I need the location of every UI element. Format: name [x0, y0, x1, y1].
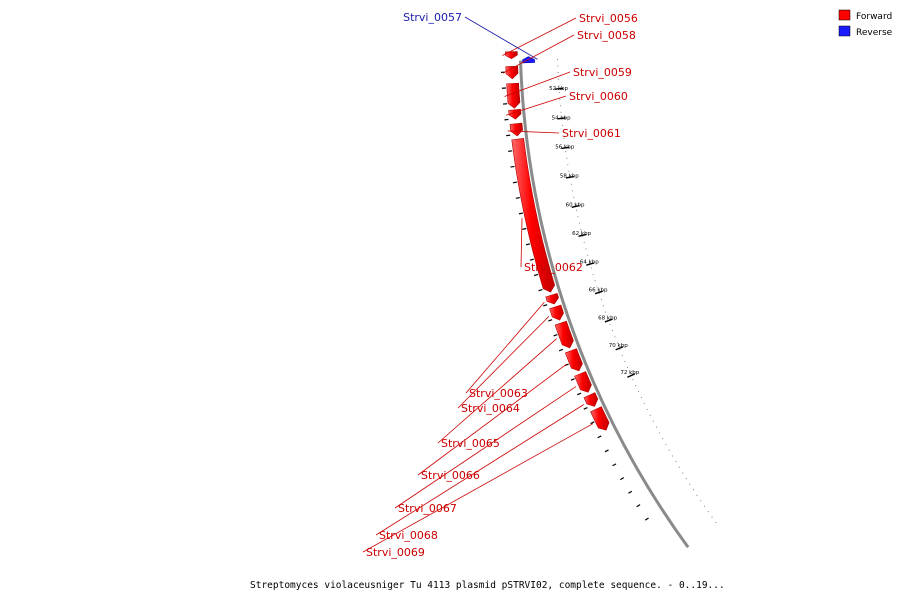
ruler-outer-tick [620, 477, 625, 481]
gene-leader-line [417, 363, 567, 476]
ruler-tick-label: 54 kbp [552, 116, 571, 122]
ruler-outer-tick [604, 449, 609, 453]
ruler-outer-tick [583, 406, 588, 410]
ruler-outer-tick [636, 504, 641, 508]
gene-leader-line [464, 16, 538, 60]
gene-arrow-strvi_0061[interactable] [509, 122, 523, 137]
ruler-outer-tick [570, 378, 575, 381]
ruler-tick-label: 58 kbp [560, 174, 579, 180]
gene-arrow-strvi_0063[interactable] [545, 292, 559, 305]
gene-label-strvi_0061[interactable]: Strvi_0061 [562, 127, 621, 140]
gene-label-strvi_0069[interactable]: Strvi_0069 [366, 546, 425, 559]
gene-leader-line [507, 130, 560, 134]
gene-label-strvi_0060[interactable]: Strvi_0060 [569, 90, 628, 103]
ruler-tick-label: 52 kbp [549, 86, 568, 92]
legend-forward-label: Forward [856, 12, 892, 22]
ruler-tick [565, 175, 575, 179]
ruler-tick [586, 262, 595, 266]
ruler-tick-label: 64 kbp [580, 260, 599, 266]
gene-arrow-strvi_0068[interactable] [583, 392, 599, 407]
gene-leader-line [375, 404, 585, 536]
ruler-outer-tick [508, 150, 513, 152]
ruler-outer-tick [518, 212, 524, 215]
gene-arrow-strvi_0062[interactable] [511, 138, 556, 293]
ruler-tick-label: 60 kbp [566, 203, 585, 209]
gene-leader-line [505, 95, 567, 116]
ruler-outer-tick [525, 243, 531, 246]
ruler-tick [627, 373, 636, 378]
ruler-outer-tick [576, 392, 582, 396]
ruler-tick-label: 56 kbp [555, 145, 574, 151]
gene-leader-line [457, 316, 550, 409]
legend-reverse-label: Reverse [856, 28, 893, 38]
legend-forward-swatch [838, 9, 851, 21]
ruler-tick [561, 146, 570, 150]
ruler-tick [557, 117, 566, 120]
ruler-outer-tick [538, 288, 543, 292]
gene-label-strvi_0067[interactable]: Strvi_0067 [398, 502, 457, 515]
map-caption: Streptomyces violaceusniger Tu 4113 plas… [250, 580, 725, 591]
gene-leader-line [502, 34, 575, 74]
gene-leader-line [394, 386, 577, 509]
ruler-outer-tick [510, 165, 515, 168]
gene-arrow-strvi_0067[interactable] [574, 371, 592, 393]
ruler-outer-tick [644, 517, 649, 521]
ruler-outer-tick [612, 463, 617, 467]
ruler-outer-tick [548, 319, 553, 322]
ruler-outer-tick [522, 227, 527, 230]
gene-leader-line [465, 302, 545, 394]
gene-arrow-strvi_0059[interactable] [506, 82, 521, 109]
gene-label-strvi_0058[interactable]: Strvi_0058 [577, 29, 636, 42]
gene-arrow-strvi_0058[interactable] [505, 65, 519, 80]
ruler: 52 kbp 54 kbp 56 kbp 58 kbp 60 kbp 62 kbp 64 k… [500, 58, 717, 524]
gene-leader-line [504, 71, 571, 97]
ruler-outer-tick [533, 273, 539, 277]
gene-labels: Strvi_0056 Strvi_0057 Strvi_0058 Strvi_0059… [362, 11, 638, 559]
gene-arrow-strvi_0056[interactable] [504, 51, 518, 60]
gene-leader-line [520, 218, 523, 268]
legend-reverse-swatch [838, 25, 851, 37]
ruler-tick [604, 318, 613, 323]
features [504, 51, 610, 431]
gene-arrow-strvi_0065[interactable] [554, 320, 574, 349]
ruler-outer-tick [553, 333, 558, 337]
gene-arrow-strvi_0064[interactable] [549, 304, 564, 321]
gene-label-strvi_0064[interactable]: Strvi_0064 [461, 402, 520, 415]
ruler-outer-tick [597, 435, 602, 439]
ruler-tick [594, 290, 603, 295]
gene-leader-line [502, 17, 577, 56]
gene-leader-line [362, 423, 594, 553]
ruler-outer-tick [558, 348, 564, 352]
ruler-outer-tick [529, 258, 534, 261]
ruler-outer-tick [590, 421, 595, 425]
ruler-outer-tick [543, 304, 548, 307]
ruler-tick-label: 66 kbp [589, 288, 608, 294]
gene-arrow-strvi_0069[interactable] [590, 406, 610, 431]
ruler-tick [615, 346, 624, 351]
gene-label-strvi_0068[interactable]: Strvi_0068 [379, 529, 438, 542]
ruler-outer-tick [515, 196, 520, 199]
ruler-tick [571, 204, 580, 208]
gene-label-strvi_0056[interactable]: Strvi_0056 [579, 12, 638, 25]
legend: Forward Reverse [838, 9, 893, 38]
ruler-tick-label: 68 kbp [598, 315, 617, 321]
ruler-tick [555, 87, 564, 90]
ruler-tick-label: 72 kbp [620, 370, 639, 376]
ruler-tick [578, 233, 587, 238]
gene-label-strvi_0059[interactable]: Strvi_0059 [573, 66, 632, 79]
ruler-tick-label: 62 kbp [572, 231, 591, 237]
gene-label-strvi_0057[interactable]: Strvi_0057 [403, 11, 462, 24]
ruler-outer-tick [512, 181, 518, 184]
gene-label-strvi_0063[interactable]: Strvi_0063 [469, 387, 528, 400]
gene-label-strvi_0062[interactable]: Strvi_0062 [524, 261, 583, 274]
ruler-outer-tick [628, 490, 633, 494]
ruler-tick-label: 70 kbp [609, 343, 628, 349]
gene-leader-line [437, 338, 557, 444]
gene-arrow-strvi_0066[interactable] [564, 348, 583, 372]
